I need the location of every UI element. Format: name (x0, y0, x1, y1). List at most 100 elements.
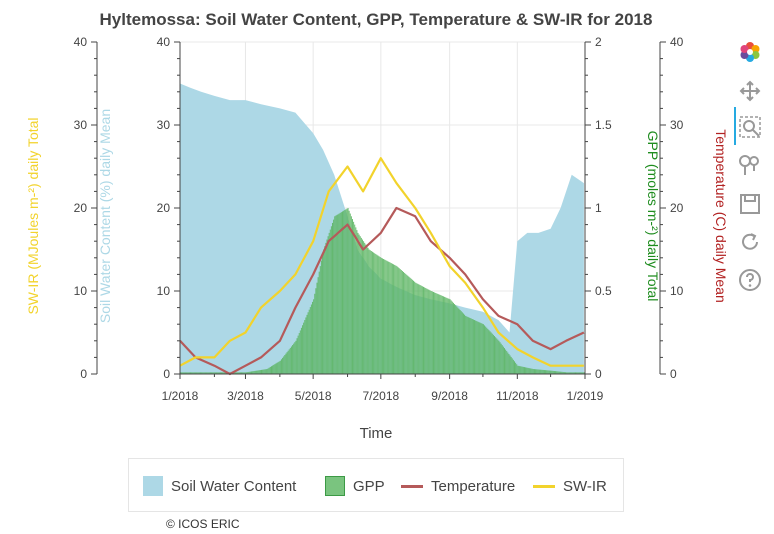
gpp-bar (486, 327, 488, 374)
gpp-bar (580, 372, 582, 374)
gpp-bar (406, 274, 408, 374)
swir-tick-label: 40 (74, 35, 88, 49)
legend: Soil Water Content GPP Temperature SW-IR (128, 458, 624, 512)
gpp-bar (273, 364, 275, 374)
gpp-bar (408, 276, 410, 374)
gpp-bar (487, 328, 489, 374)
gpp-bar (431, 291, 433, 374)
gpp-bar (199, 372, 201, 374)
gpp-bar (543, 370, 545, 374)
gpp-bar (270, 366, 272, 374)
gpp-bar (545, 370, 547, 374)
legend-item-soil-water-content[interactable]: Soil Water Content (143, 475, 296, 497)
gpp-bar (518, 365, 520, 374)
gpp-bar (258, 370, 260, 374)
gpp-bar (566, 372, 568, 374)
gpp-bar (295, 340, 297, 374)
gpp-bar (330, 226, 332, 374)
credit-text: © ICOS ERIC (166, 517, 240, 531)
gpp-bar (454, 304, 456, 374)
gpp-bar (567, 372, 569, 374)
gpp-bar (302, 325, 304, 374)
gpp-bar (234, 372, 236, 374)
gpp-bar (457, 307, 459, 374)
help-icon[interactable] (736, 266, 764, 294)
gpp-bar (263, 369, 265, 374)
gpp-bar (287, 350, 289, 374)
gpp-bar (547, 370, 549, 374)
gpp-swatch (325, 476, 345, 496)
x-tick-label: 1/2019 (567, 389, 604, 403)
legend-item-temperature[interactable]: Temperature (401, 475, 515, 497)
gpp-bar (280, 359, 282, 374)
gpp-bar (517, 365, 519, 374)
legend-item-sw-ir[interactable]: SW-IR (533, 475, 607, 497)
gpp-bar (275, 363, 277, 374)
gpp-bar (218, 372, 220, 374)
gpp-bar (193, 372, 195, 374)
gpp-bar (429, 290, 431, 374)
gpp-bar (340, 212, 342, 374)
legend-label: Temperature (431, 477, 516, 495)
gpp-bar (252, 371, 254, 374)
gpp-bar (364, 242, 366, 374)
gpp-bar (338, 213, 340, 374)
gpp-bar (386, 260, 388, 374)
gpp-bar (204, 372, 206, 374)
gpp-bar (185, 372, 187, 374)
gpp-bar (577, 372, 579, 374)
gpp-bar (553, 371, 555, 374)
gpp-bar (323, 249, 325, 374)
gpp-bar (515, 362, 517, 374)
pan-icon[interactable] (736, 77, 764, 105)
gpp-bar (366, 246, 368, 374)
gpp-bar (438, 294, 440, 374)
gpp-bar (244, 372, 246, 374)
gpp-bar (249, 371, 251, 374)
reset-icon[interactable] (736, 228, 764, 256)
gpp-bar (437, 293, 439, 374)
gpp-bar (562, 371, 564, 374)
gpp-bar (209, 372, 211, 374)
gpp-bar (475, 320, 477, 374)
gpp-bar (465, 315, 467, 374)
gpp-bar (213, 372, 215, 374)
gpp-bar (196, 372, 198, 374)
gpp-bar (201, 372, 203, 374)
gpp-bar (219, 372, 221, 374)
gpp-bar (425, 288, 427, 374)
gpp-bar (309, 307, 311, 374)
gpp-bar (345, 209, 347, 374)
gpp-bar (480, 323, 482, 374)
gpp-bar (267, 368, 269, 374)
gpp-bar (525, 367, 527, 374)
gpp-bar (353, 221, 355, 374)
gpp-bar (370, 251, 372, 374)
gpp-bar (355, 227, 357, 374)
gpp-bar (394, 264, 396, 374)
bokeh-logo-icon[interactable] (736, 38, 764, 66)
save-icon[interactable] (736, 190, 764, 218)
gpp-bar (416, 283, 418, 374)
gpp-bar (445, 297, 447, 374)
gpp-tick-label: 1.5 (595, 118, 612, 132)
gpp-bar (334, 216, 336, 374)
swir-tick-label: 0 (80, 367, 87, 381)
gpp-bar (576, 372, 578, 374)
gpp-bar (262, 369, 264, 374)
gpp-bar (526, 367, 528, 374)
gpp-bar (537, 369, 539, 374)
gpp-bar (359, 236, 361, 374)
gpp-bar (192, 372, 194, 374)
gpp-bar (505, 349, 507, 374)
wheel-zoom-icon[interactable] (736, 151, 764, 179)
gpp-bar (268, 367, 270, 374)
chart-title: Hyltemossa: Soil Water Content, GPP, Tem… (100, 10, 653, 29)
box-zoom-icon[interactable] (736, 113, 764, 141)
gpp-bar (470, 318, 472, 374)
gpp-bar (377, 255, 379, 374)
gpp-bar (324, 246, 326, 374)
legend-item-gpp[interactable]: GPP (325, 475, 385, 497)
gpp-bar (403, 271, 405, 374)
